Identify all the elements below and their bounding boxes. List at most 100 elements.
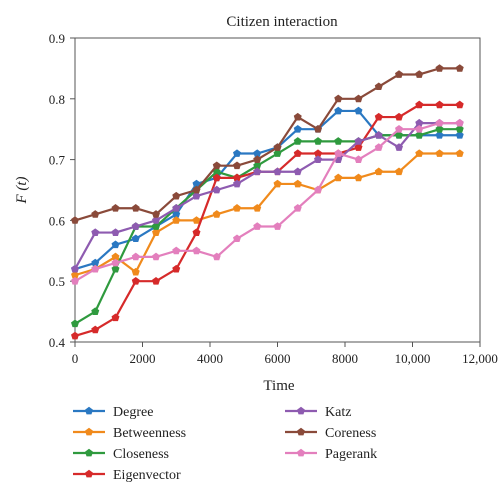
x-tick-label: 0 (72, 351, 79, 366)
chart-title: Citizen interaction (226, 14, 338, 30)
data-point-closeness (455, 125, 464, 133)
data-point-katz (354, 137, 363, 145)
data-point-pagerank (253, 222, 262, 230)
data-point-degree (334, 106, 343, 115)
data-point-coreness (334, 94, 343, 103)
x-tick-label: 10,000 (395, 351, 431, 366)
data-point-closeness (395, 131, 403, 139)
data-point-pagerank (91, 264, 100, 273)
data-point-eigenvector (293, 149, 302, 157)
data-point-betweenness (334, 173, 343, 182)
data-point-eigenvector (354, 143, 363, 151)
data-point-betweenness (152, 228, 160, 236)
legend-marker-closeness (85, 448, 93, 457)
data-point-katz (415, 118, 424, 127)
data-point-coreness (273, 143, 282, 151)
data-point-degree (354, 106, 363, 115)
series-eigenvector (71, 100, 464, 340)
data-point-katz (395, 143, 403, 151)
legend-marker-katz (297, 406, 305, 415)
legend-label-pagerank: Pagerank (325, 447, 377, 462)
data-point-coreness (91, 210, 100, 218)
data-point-coreness (314, 125, 322, 133)
data-point-betweenness (395, 167, 403, 176)
data-point-eigenvector (435, 100, 444, 109)
legend-marker-pagerank (297, 448, 305, 457)
data-point-pagerank (435, 118, 444, 127)
data-point-degree (172, 210, 181, 218)
data-point-betweenness (354, 173, 363, 182)
legend-marker-betweenness (85, 427, 93, 436)
data-point-closeness (71, 319, 79, 328)
legend-item-closeness: Closeness (73, 447, 169, 462)
data-point-eigenvector (172, 264, 181, 273)
data-point-pagerank (111, 258, 120, 267)
data-point-katz (233, 179, 241, 188)
x-tick-label: 12,000 (462, 351, 498, 366)
series-coreness (71, 64, 464, 224)
y-tick-label: 0.4 (49, 335, 66, 350)
data-point-closeness (435, 125, 444, 133)
data-point-closeness (253, 161, 262, 170)
data-point-katz (71, 264, 79, 273)
data-point-pagerank (131, 252, 140, 261)
data-point-betweenness (233, 204, 241, 212)
data-point-closeness (111, 264, 120, 273)
data-point-katz (212, 185, 221, 194)
legend-label-katz: Katz (325, 405, 351, 420)
data-point-degree (91, 258, 100, 267)
x-axis-ticks: 0 2000 4000 6000 8000 10,000 12,000 (72, 342, 498, 366)
data-point-betweenness (131, 267, 140, 276)
x-tick-label: 6000 (265, 351, 291, 366)
series-layer (71, 64, 464, 340)
data-point-pagerank (334, 149, 343, 157)
data-point-katz (374, 131, 383, 139)
data-point-eigenvector (192, 228, 201, 236)
series-pagerank (71, 118, 464, 285)
data-point-betweenness (455, 149, 464, 157)
legend-label-coreness: Coreness (325, 426, 376, 441)
data-point-coreness (435, 64, 444, 72)
data-point-eigenvector (374, 112, 383, 121)
x-axis-label: Time (263, 378, 294, 394)
legend-label-degree: Degree (113, 405, 153, 420)
series-line-coreness (74, 67, 460, 222)
data-point-coreness (111, 204, 120, 212)
legend-item-coreness: Coreness (285, 426, 376, 441)
plot-area (74, 37, 481, 343)
data-point-betweenness (111, 252, 120, 261)
data-point-pagerank (374, 143, 383, 151)
data-point-katz (152, 216, 160, 224)
legend-item-betweenness: Betweenness (73, 426, 186, 441)
data-point-betweenness (374, 167, 383, 176)
y-tick-label: 0.5 (49, 274, 65, 289)
data-point-coreness (374, 82, 383, 91)
data-point-closeness (273, 149, 282, 157)
data-point-pagerank (415, 125, 424, 133)
data-point-eigenvector (152, 277, 160, 285)
data-point-coreness (253, 155, 262, 163)
data-point-pagerank (314, 185, 322, 194)
y-axis-ticks: 0.4 0.5 0.6 0.7 0.8 0.9 (49, 31, 75, 350)
legend: Degree Betweenness Closeness Eigenvector Kat… (73, 405, 377, 483)
data-point-katz (192, 191, 201, 200)
data-point-degree (455, 131, 464, 139)
data-point-degree (253, 149, 262, 157)
data-point-eigenvector (233, 173, 241, 182)
data-point-betweenness (172, 216, 181, 224)
data-point-pagerank (172, 246, 181, 255)
data-point-pagerank (395, 125, 403, 133)
legend-marker-eigenvector (85, 469, 93, 478)
data-point-coreness (354, 94, 363, 103)
data-point-betweenness (212, 210, 221, 218)
data-point-eigenvector (111, 313, 120, 322)
data-point-katz (172, 204, 181, 212)
x-tick-label: 2000 (130, 351, 156, 366)
legend-label-eigenvector: Eigenvector (113, 468, 181, 483)
y-tick-label: 0.9 (49, 31, 65, 46)
data-point-pagerank (293, 204, 302, 212)
data-point-katz (314, 155, 322, 163)
data-point-coreness (293, 112, 302, 121)
legend-item-katz: Katz (285, 405, 351, 420)
data-point-closeness (91, 307, 100, 315)
